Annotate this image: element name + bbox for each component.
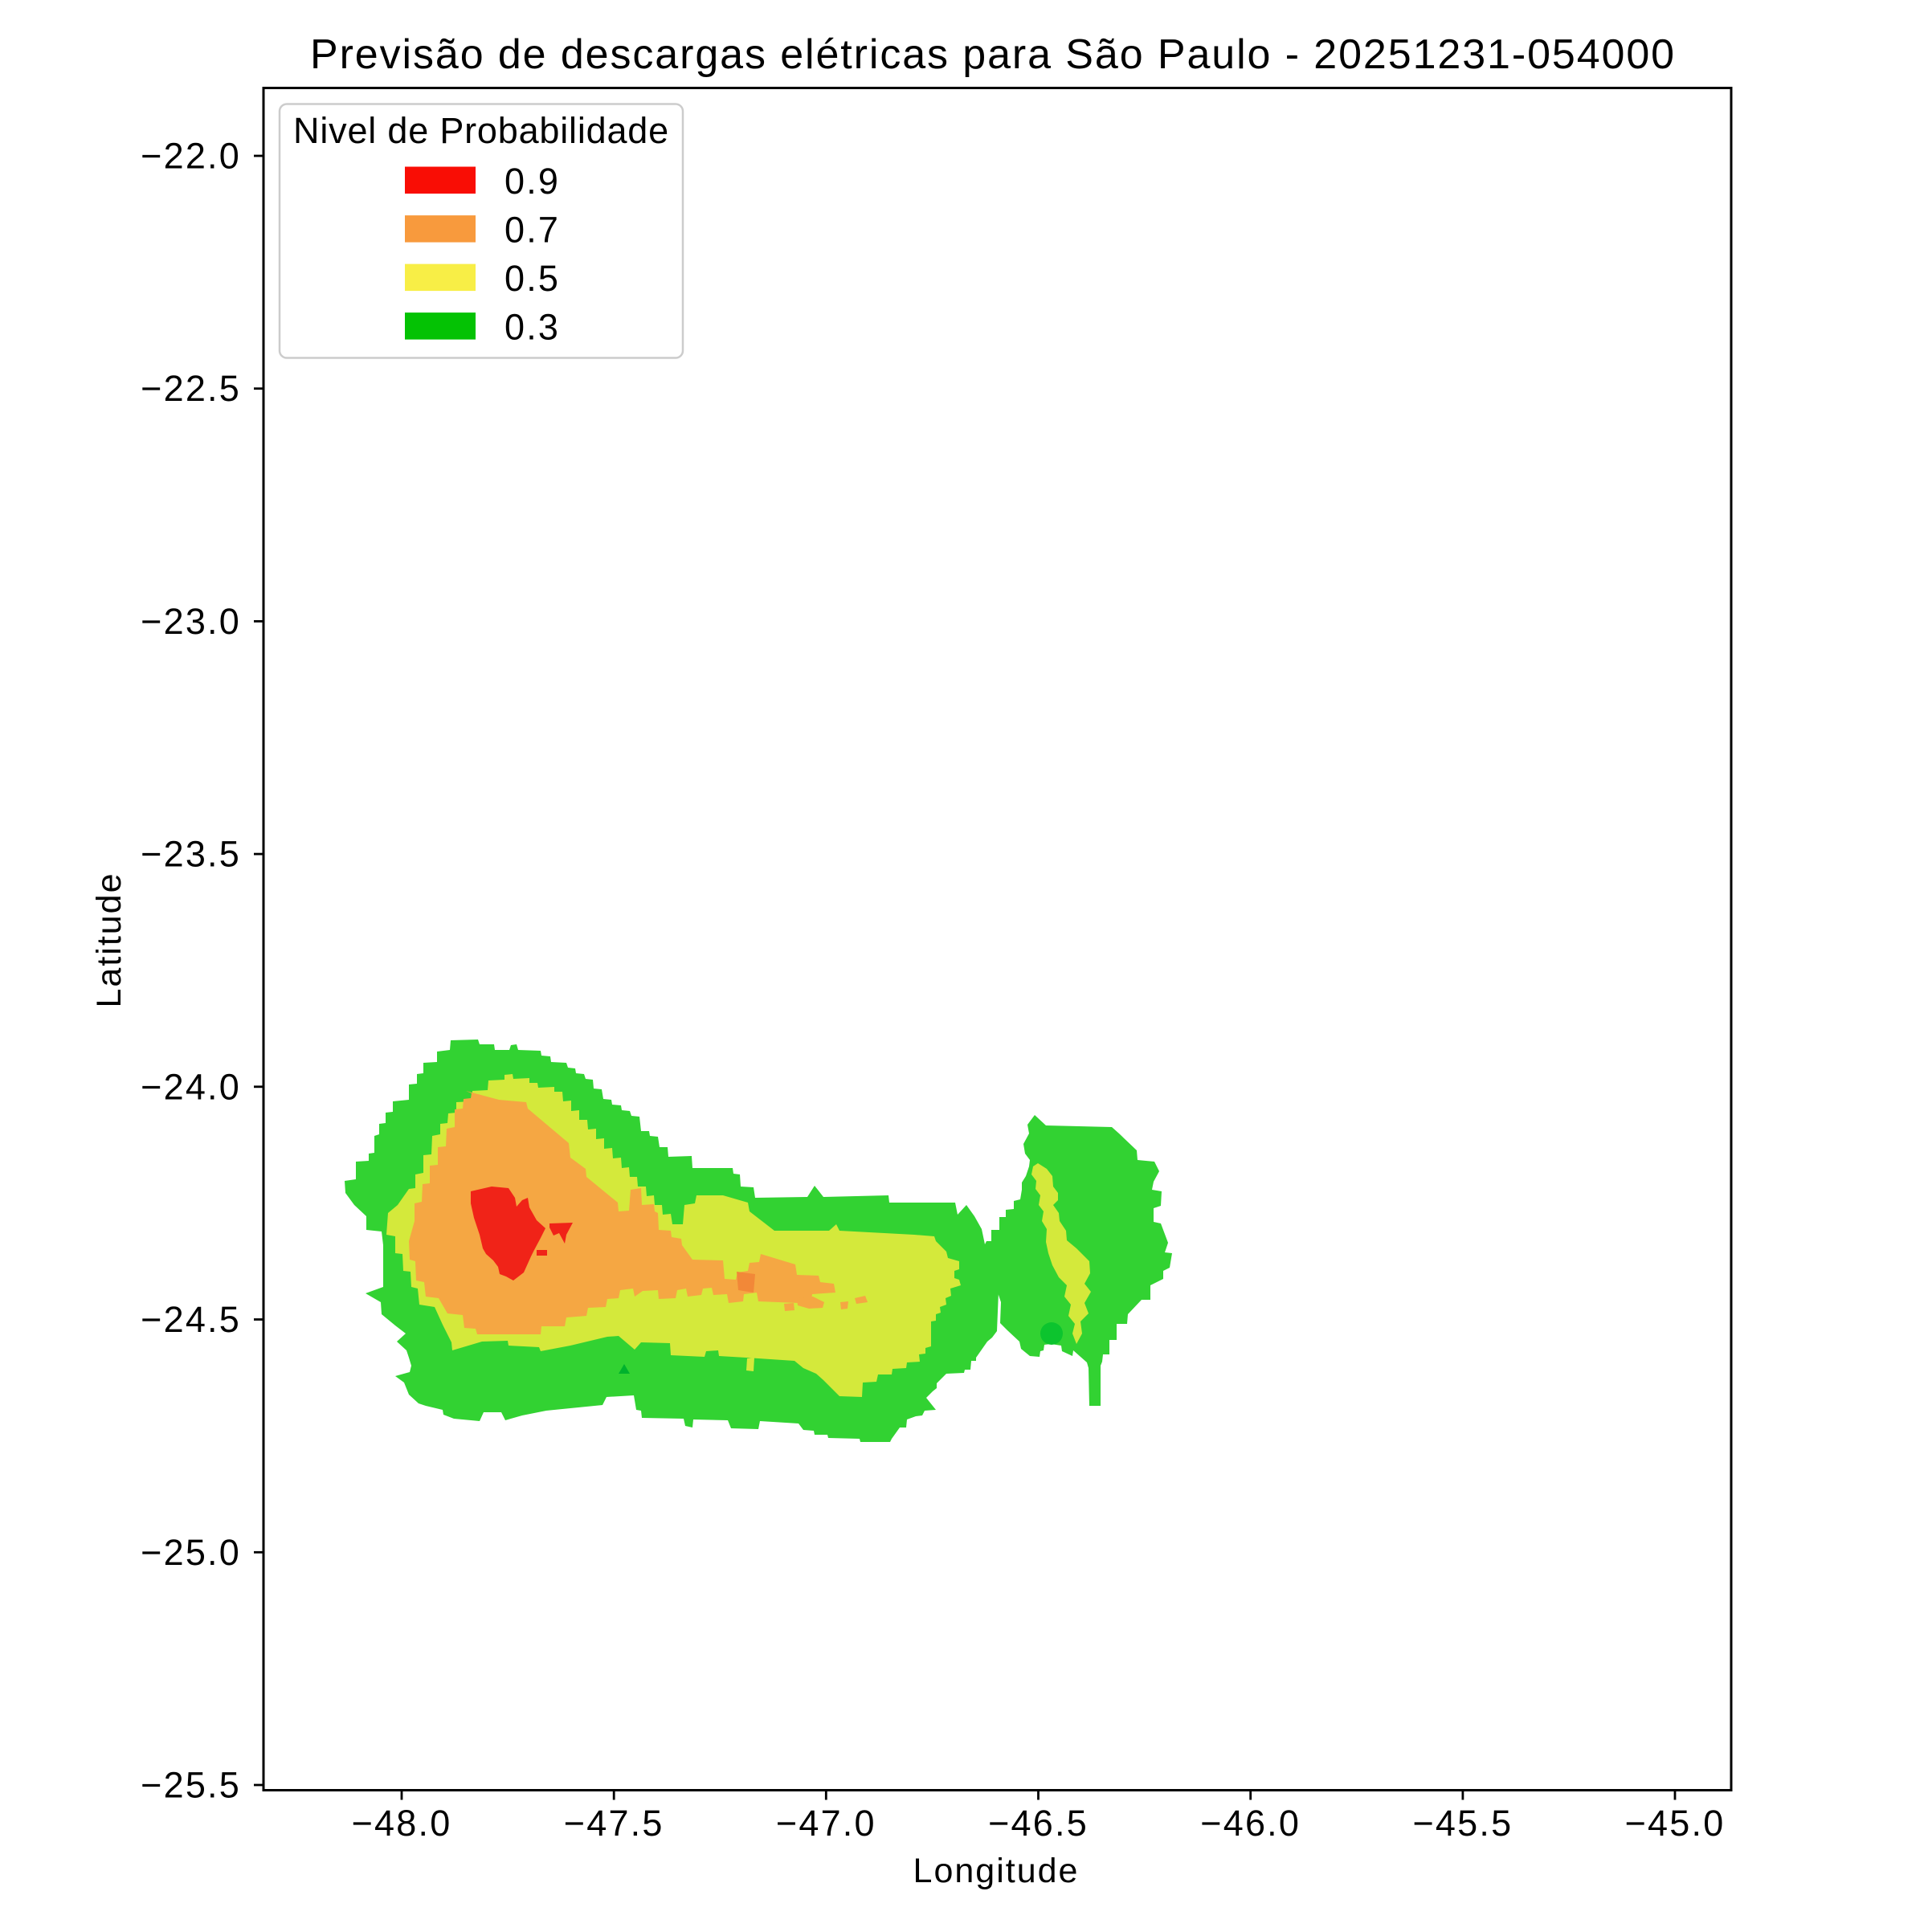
svg-text:−23.0: −23.0 xyxy=(141,601,241,642)
svg-text:−25.0: −25.0 xyxy=(141,1532,241,1573)
svg-text:−47.0: −47.0 xyxy=(776,1803,876,1844)
svg-text:0.9: 0.9 xyxy=(504,161,560,202)
svg-text:−48.0: −48.0 xyxy=(352,1803,452,1844)
svg-text:−45.0: −45.0 xyxy=(1625,1803,1726,1844)
svg-text:Nivel de Probabilidade: Nivel de Probabilidade xyxy=(293,110,669,151)
svg-text:0.5: 0.5 xyxy=(504,258,560,299)
svg-text:0.7: 0.7 xyxy=(504,210,560,251)
svg-text:−25.5: −25.5 xyxy=(141,1765,241,1806)
svg-text:Previsão de descargas elétrica: Previsão de descargas elétricas para São… xyxy=(310,31,1676,78)
svg-text:−24.5: −24.5 xyxy=(141,1299,241,1340)
svg-text:Longitude: Longitude xyxy=(913,1852,1080,1890)
svg-text:−23.5: −23.5 xyxy=(141,834,241,875)
svg-text:−46.5: −46.5 xyxy=(988,1803,1089,1844)
svg-text:Latitude: Latitude xyxy=(90,872,129,1007)
svg-text:−22.5: −22.5 xyxy=(141,368,241,409)
svg-text:−45.5: −45.5 xyxy=(1412,1803,1513,1844)
svg-text:0.3: 0.3 xyxy=(504,307,560,348)
svg-text:−22.0: −22.0 xyxy=(141,136,241,177)
svg-text:−24.0: −24.0 xyxy=(141,1066,241,1107)
svg-text:−46.0: −46.0 xyxy=(1200,1803,1301,1844)
svg-text:−47.5: −47.5 xyxy=(564,1803,664,1844)
